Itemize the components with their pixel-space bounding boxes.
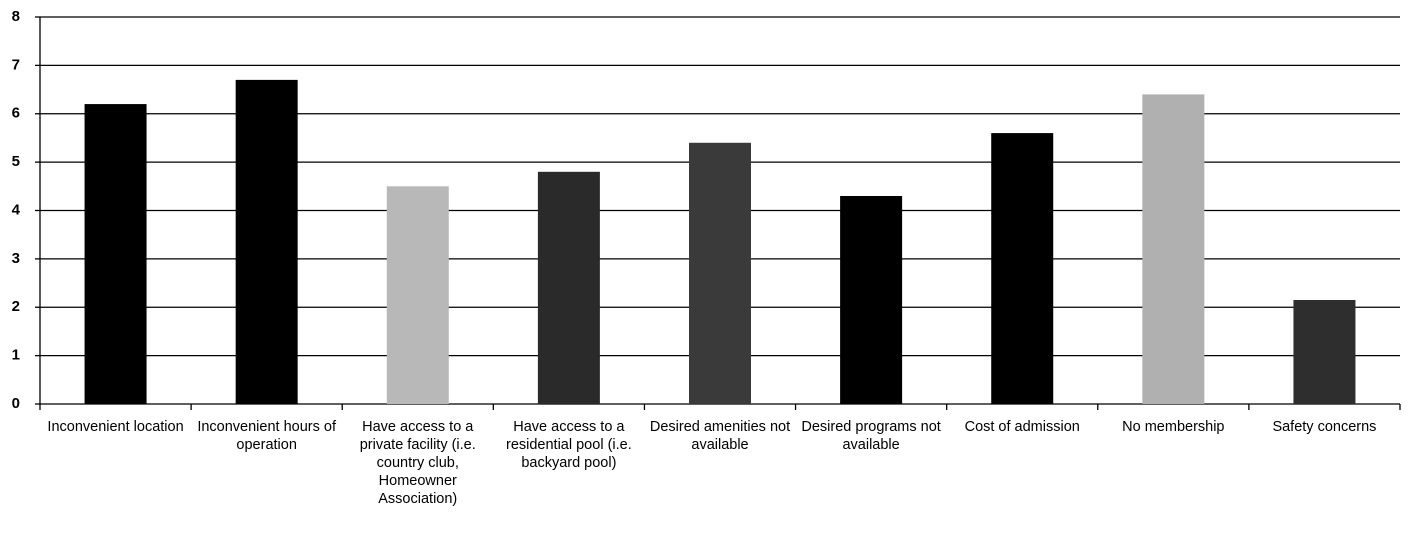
x-tick-label: Have access to a private facility (i.e. … (359, 419, 476, 507)
y-tick-label: 3 (12, 250, 20, 267)
bar (386, 186, 449, 404)
bar (1293, 299, 1356, 404)
bar (991, 133, 1054, 404)
x-tick-label: Safety concerns (1272, 419, 1377, 435)
y-tick-label: 6 (12, 105, 20, 122)
bar (537, 171, 600, 404)
x-tick-label: Desired programs not available (801, 419, 941, 453)
x-tick-label: Have access to a residential pool (i.e. … (506, 419, 632, 471)
y-tick-label: 2 (12, 298, 20, 315)
y-tick-label: 4 (12, 201, 21, 218)
y-tick-label: 7 (12, 56, 20, 73)
x-tick-label: No membership (1122, 419, 1225, 435)
x-tick-label: Inconvenient location (47, 419, 184, 435)
bar (689, 142, 751, 404)
y-tick-label: 0 (12, 395, 20, 412)
y-tick-label: 5 (12, 153, 20, 170)
bar (235, 79, 298, 404)
x-tick-label: Inconvenient hours of operation (197, 419, 336, 453)
bar (840, 195, 903, 404)
x-tick-label: Desired amenities not available (649, 419, 791, 453)
bar (84, 104, 147, 404)
y-tick-label: 8 (12, 8, 20, 25)
bar (1142, 94, 1205, 405)
y-tick-label: 1 (12, 347, 20, 364)
x-tick-label: Cost of admission (964, 419, 1080, 435)
